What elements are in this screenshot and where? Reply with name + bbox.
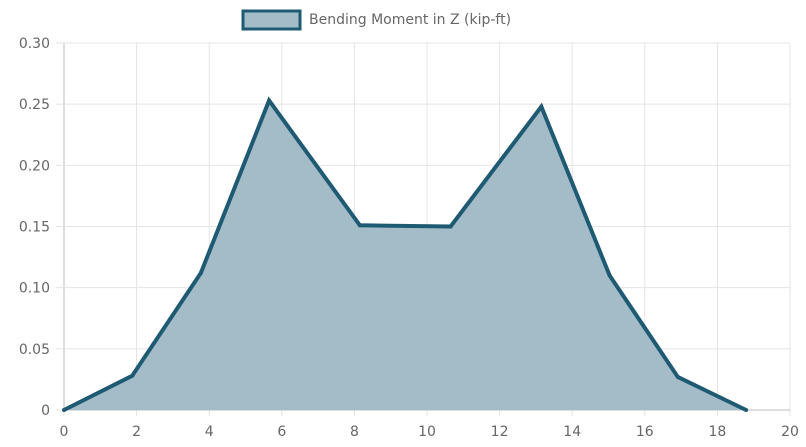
x-tick-label: 6: [277, 424, 286, 440]
x-tick-label: 0: [60, 424, 69, 440]
legend[interactable]: Bending Moment in Z (kip-ft): [241, 9, 511, 31]
x-tick-label: 16: [636, 424, 654, 440]
y-tick-label: 0: [41, 403, 50, 419]
x-tick-label: 18: [708, 424, 726, 440]
data-point[interactable]: [267, 98, 272, 103]
x-tick-label: 2: [132, 424, 141, 440]
x-tick-label: 12: [491, 424, 509, 440]
y-tick-label: 0.25: [19, 97, 50, 113]
data-point[interactable]: [448, 224, 453, 229]
data-point[interactable]: [675, 374, 680, 379]
y-tick-label: 0.15: [19, 220, 50, 236]
y-tick-label: 0.20: [19, 158, 50, 174]
data-point[interactable]: [607, 273, 612, 278]
y-tick-label: 0.30: [19, 36, 50, 52]
data-point[interactable]: [62, 408, 66, 412]
y-tick-label: 0.05: [19, 342, 50, 358]
x-tick-label: 14: [563, 424, 581, 440]
x-tick-label: 20: [781, 424, 799, 440]
y-tick-label: 0.10: [19, 281, 50, 297]
data-point[interactable]: [357, 223, 362, 228]
series-area: [64, 100, 747, 410]
data-point[interactable]: [130, 373, 135, 378]
data-point[interactable]: [744, 408, 749, 412]
data-point[interactable]: [539, 104, 544, 109]
x-tick-label: 10: [418, 424, 436, 440]
series-line: [63, 96, 747, 412]
legend-label: Bending Moment in Z (kip-ft): [309, 12, 511, 28]
x-tick-label: 8: [350, 424, 359, 440]
legend-swatch: [241, 9, 302, 31]
data-point[interactable]: [198, 270, 203, 275]
x-tick-label: 4: [205, 424, 214, 440]
